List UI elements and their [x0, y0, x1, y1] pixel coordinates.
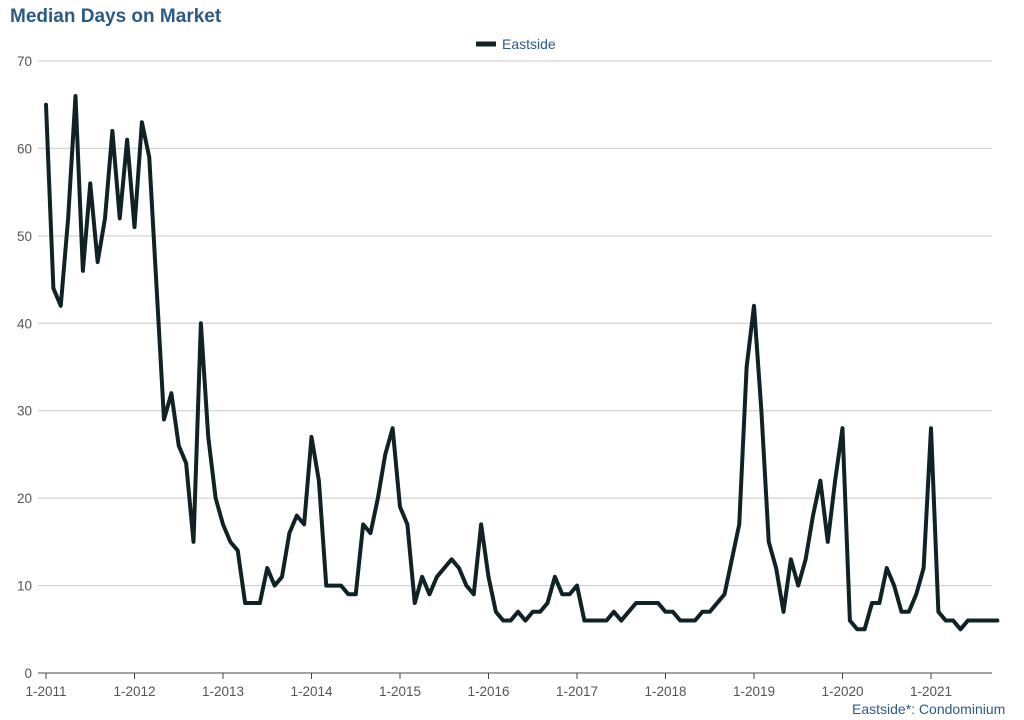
y-axis-ticks: 0 10 20 30 40 50 60 70 — [17, 54, 32, 681]
x-tick-label: 1-2019 — [733, 684, 775, 699]
gridlines — [38, 60, 992, 587]
y-tick-label: 10 — [17, 579, 32, 594]
legend-label-eastside: Eastside — [502, 36, 556, 52]
y-tick-label: 30 — [17, 404, 32, 419]
y-tick-label: 70 — [17, 54, 32, 69]
x-tick-label: 1-2012 — [113, 684, 155, 699]
chart-title: Median Days on Market — [10, 6, 222, 27]
x-axis-ticks: 1-2011 1-2012 1-2013 1-2014 1-2015 1-2016 1-20… — [25, 673, 952, 699]
y-tick-label: 0 — [24, 666, 32, 681]
footnote: Eastside*: Condominium — [852, 701, 1005, 717]
x-tick-label: 1-2016 — [467, 684, 509, 699]
x-tick-label: 1-2015 — [379, 684, 421, 699]
legend[interactable]: Eastside — [476, 36, 556, 52]
x-tick-label: 1-2013 — [202, 684, 244, 699]
y-tick-label: 50 — [17, 229, 32, 244]
x-tick-label: 1-2021 — [910, 684, 952, 699]
y-tick-label: 20 — [17, 491, 32, 506]
y-tick-label: 60 — [17, 141, 32, 156]
y-tick-label: 40 — [17, 316, 32, 331]
x-tick-label: 1-2017 — [556, 684, 598, 699]
x-tick-label: 1-2020 — [821, 684, 863, 699]
x-tick-label: 1-2011 — [25, 684, 66, 699]
x-tick-label: 1-2014 — [290, 684, 333, 699]
series-line-eastside[interactable] — [44, 93, 1000, 632]
x-tick-label: 1-2018 — [644, 684, 686, 699]
series-layer — [44, 93, 1000, 632]
